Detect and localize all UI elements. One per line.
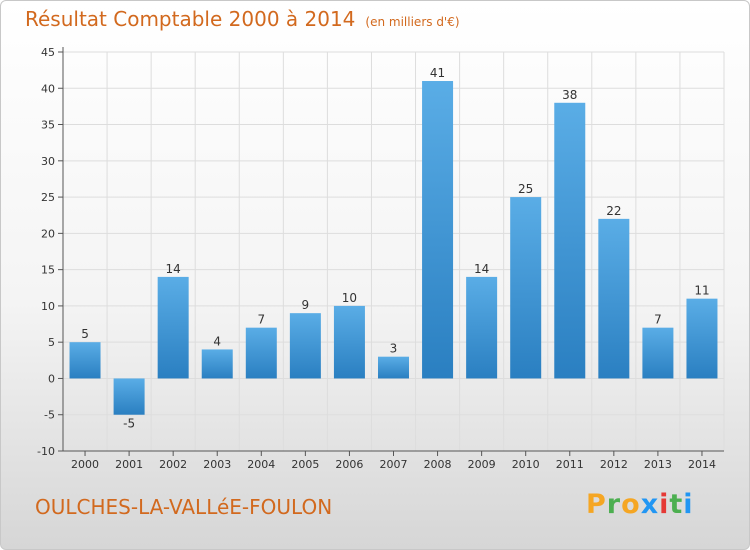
- logo-letter: i: [659, 489, 670, 520]
- y-tick-label: 20: [41, 227, 55, 240]
- bar: [510, 197, 542, 379]
- x-tick-label: 2006: [335, 458, 363, 471]
- x-tick-label: 2003: [203, 458, 231, 471]
- data-label: 7: [257, 313, 265, 327]
- logo-letter: t: [669, 489, 684, 520]
- data-label: 4: [213, 334, 221, 348]
- data-label: 25: [518, 182, 533, 196]
- bar: [69, 342, 101, 379]
- x-tick-label: 2010: [512, 458, 540, 471]
- x-tick-label: 2008: [424, 458, 452, 471]
- y-tick-label: -5: [44, 409, 55, 422]
- y-tick-label: 30: [41, 155, 55, 168]
- data-label: 14: [474, 262, 489, 276]
- x-tick-label: 2013: [644, 458, 672, 471]
- y-tick-label: 15: [41, 264, 55, 277]
- bar: [333, 305, 365, 379]
- x-tick-label: 2000: [71, 458, 99, 471]
- data-label: 11: [694, 284, 709, 298]
- chart-title: Résultat Comptable 2000 à 2014 (en millie…: [25, 7, 460, 31]
- logo-letter: P: [586, 489, 607, 520]
- data-label: 5: [81, 327, 89, 341]
- bar: [466, 276, 498, 379]
- bar: [201, 349, 233, 379]
- title-text: Résultat Comptable 2000 à 2014: [25, 7, 356, 31]
- y-tick-label: -10: [37, 445, 55, 458]
- bar: [554, 102, 586, 379]
- data-label: 3: [390, 342, 398, 356]
- data-label: 38: [562, 88, 577, 102]
- x-tick-label: 2012: [600, 458, 628, 471]
- y-tick-label: 45: [41, 46, 55, 59]
- bar: [598, 218, 630, 379]
- commune-name: OULCHES-LA-VALLéE-FOULON: [35, 495, 333, 519]
- bar: [113, 378, 145, 415]
- bar: [289, 313, 321, 379]
- bar: [642, 327, 674, 379]
- unit-label: (en milliers d'€): [365, 15, 460, 29]
- x-tick-label: 2011: [556, 458, 584, 471]
- x-tick-label: 2014: [688, 458, 716, 471]
- proxiti-logo[interactable]: Proxiti: [586, 489, 694, 520]
- y-tick-label: 5: [48, 336, 55, 349]
- logo-letter: i: [683, 489, 694, 520]
- x-tick-label: 2005: [291, 458, 319, 471]
- x-tick-label: 2009: [468, 458, 496, 471]
- y-tick-label: 25: [41, 191, 55, 204]
- data-label: -5: [123, 417, 135, 431]
- y-tick-label: 35: [41, 119, 55, 132]
- data-label: 14: [166, 262, 181, 276]
- data-labels: 5 -5 14 4 7 9 10 3 41 14 25 38 22 7 11: [81, 66, 709, 431]
- bar: [686, 298, 718, 379]
- data-label: 10: [342, 291, 357, 305]
- y-tick-label: 40: [41, 82, 55, 95]
- x-tick-label: 2007: [380, 458, 408, 471]
- x-tick-label: 2004: [247, 458, 275, 471]
- y-tick-label: 10: [41, 300, 55, 313]
- logo-letter: r: [606, 489, 622, 520]
- data-label: 9: [302, 298, 310, 312]
- logo-letter: x: [640, 489, 660, 520]
- bar: [422, 81, 454, 379]
- x-tick-label: 2002: [159, 458, 187, 471]
- data-label: 22: [606, 204, 621, 218]
- data-label: 41: [430, 66, 445, 80]
- logo-letter: o: [621, 489, 641, 520]
- bar: [245, 327, 277, 379]
- data-label: 7: [654, 313, 662, 327]
- bar: [157, 276, 189, 379]
- bars: [69, 81, 718, 415]
- x-tick-label: 2001: [115, 458, 143, 471]
- y-tick-label: 0: [48, 372, 55, 385]
- bar: [378, 356, 409, 379]
